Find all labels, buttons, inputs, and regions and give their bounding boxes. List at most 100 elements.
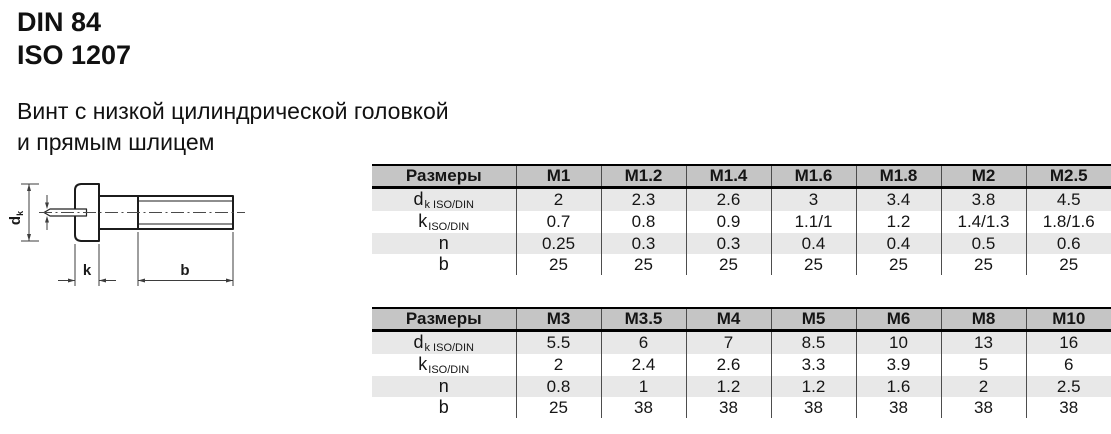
description-line-1: Винт с низкой цилиндрической головкой (17, 98, 449, 124)
standards-block: DIN 84 ISO 1207 (17, 6, 131, 72)
value-cell: 6 (600, 330, 686, 354)
row-label: kISO/DIN (372, 211, 516, 233)
value-cell: 13 (940, 330, 1026, 354)
dk-arrow-up (27, 184, 31, 191)
value-cell: 25 (685, 254, 771, 275)
value-cell: 7 (685, 330, 771, 354)
value-cell: 38 (600, 397, 686, 418)
value-cell: 0.8 (515, 376, 601, 397)
value-cell: 0.9 (685, 211, 771, 233)
column-header-thread-size: M2 (940, 164, 1026, 189)
value-cell: 1.8/1.6 (1025, 211, 1111, 233)
column-header-thread-size: M8 (940, 307, 1026, 332)
table-header-row: Размеры M3 M3.5 M4 M5 M6 M8 M10 (372, 307, 1111, 332)
value-cell: 38 (1025, 397, 1111, 418)
row-label: kISO/DIN (372, 354, 516, 376)
row-label: b (372, 254, 516, 275)
n-arrow-down (45, 202, 49, 209)
value-cell: 38 (770, 397, 856, 418)
value-cell: 38 (940, 397, 1026, 418)
row-label: b (372, 397, 516, 418)
column-header-thread-size: M3.5 (600, 307, 686, 332)
column-header-thread-size: M2.5 (1025, 164, 1111, 189)
value-cell: 0.25 (515, 233, 601, 254)
b-arrow-right (226, 278, 233, 283)
column-header-thread-size: M10 (1025, 307, 1111, 332)
value-cell: 25 (940, 254, 1026, 275)
row-label: n (372, 376, 516, 397)
column-header-sizes: Размеры (372, 164, 516, 189)
value-cell: 2.5 (1025, 376, 1111, 397)
b-dimension-label: b (180, 262, 189, 279)
table-row: b 25 38 38 38 38 38 38 (372, 397, 1111, 418)
value-cell: 1.2 (685, 376, 771, 397)
value-cell: 2 (940, 376, 1026, 397)
table-row: kISO/DIN 0.7 0.8 0.9 1.1/1 1.2 1.4/1.3 1.8/1.6 (372, 211, 1111, 233)
value-cell: 25 (515, 254, 601, 275)
value-cell: 25 (515, 397, 601, 418)
value-cell: 0.6 (1025, 233, 1111, 254)
value-cell: 2 (515, 354, 601, 376)
column-header-thread-size: M1.8 (855, 164, 941, 189)
table-row: dk ISO/DIN 5.5 6 7 8.5 10 13 16 (372, 330, 1111, 354)
value-cell: 3.8 (940, 187, 1026, 211)
value-cell: 1 (600, 376, 686, 397)
value-cell: 1.4/1.3 (940, 211, 1026, 233)
column-header-thread-size: M1.4 (685, 164, 771, 189)
b-arrow-left (138, 278, 145, 283)
standard-din: DIN 84 (17, 7, 102, 37)
dk-dimension-label: dk (8, 210, 25, 225)
row-label: dk ISO/DIN (372, 187, 516, 211)
value-cell: 1.2 (770, 376, 856, 397)
value-cell: 0.4 (855, 233, 941, 254)
table-row: n 0.8 1 1.2 1.2 1.6 2 2.5 (372, 376, 1111, 397)
value-cell: 8.5 (770, 330, 856, 354)
dk-arrow-down (27, 234, 31, 241)
value-cell: 25 (855, 254, 941, 275)
value-cell: 25 (770, 254, 856, 275)
dimensions-table-m3-m10: Размеры M3 M3.5 M4 M5 M6 M8 M10 dk ISO/DIN 5.5 6 7… (372, 307, 1111, 418)
column-header-thread-size: M1.6 (770, 164, 856, 189)
table-header-row: Размеры M1 M1.2 M1.4 M1.6 M1.8 M2 M2.5 (372, 164, 1111, 189)
column-header-thread-size: M1 (515, 164, 601, 189)
value-cell: 2.3 (600, 187, 686, 211)
column-header-sizes: Размеры (372, 307, 516, 332)
column-header-thread-size: M3 (515, 307, 601, 332)
value-cell: 0.5 (940, 233, 1026, 254)
value-cell: 2 (515, 187, 601, 211)
value-cell: 0.8 (600, 211, 686, 233)
value-cell: 1.6 (855, 376, 941, 397)
value-cell: 3.9 (855, 354, 941, 376)
value-cell: 1.2 (855, 211, 941, 233)
value-cell: 2.6 (685, 187, 771, 211)
value-cell: 2.6 (685, 354, 771, 376)
value-cell: 25 (600, 254, 686, 275)
value-cell: 5.5 (515, 330, 601, 354)
column-header-thread-size: M1.2 (600, 164, 686, 189)
value-cell: 0.4 (770, 233, 856, 254)
value-cell: 38 (855, 397, 941, 418)
value-cell: 0.3 (685, 233, 771, 254)
table-row: dk ISO/DIN 2 2.3 2.6 3 3.4 3.8 4.5 (372, 187, 1111, 211)
value-cell: 38 (685, 397, 771, 418)
row-label: n (372, 233, 516, 254)
value-cell: 25 (1025, 254, 1111, 275)
column-header-thread-size: M4 (685, 307, 771, 332)
value-cell: 2.4 (600, 354, 686, 376)
value-cell: 3.4 (855, 187, 941, 211)
table-row: kISO/DIN 2 2.4 2.6 3.3 3.9 5 6 (372, 354, 1111, 376)
n-arrow-up (45, 216, 49, 223)
value-cell: 0.3 (600, 233, 686, 254)
value-cell: 6 (1025, 354, 1111, 376)
description-line-2: и прямым шлицем (17, 129, 215, 155)
k-arrow-left (99, 278, 106, 283)
value-cell: 3 (770, 187, 856, 211)
k-dimension-label: k (83, 262, 92, 279)
value-cell: 5 (940, 354, 1026, 376)
value-cell: 4.5 (1025, 187, 1111, 211)
dimensions-table-m1-m2.5: Размеры M1 M1.2 M1.4 M1.6 M1.8 M2 M2.5 dk ISO/D… (372, 164, 1111, 275)
table-row: b 25 25 25 25 25 25 25 (372, 254, 1111, 275)
row-label: dk ISO/DIN (372, 330, 516, 354)
screw-technical-drawing: dk k b (8, 183, 245, 286)
